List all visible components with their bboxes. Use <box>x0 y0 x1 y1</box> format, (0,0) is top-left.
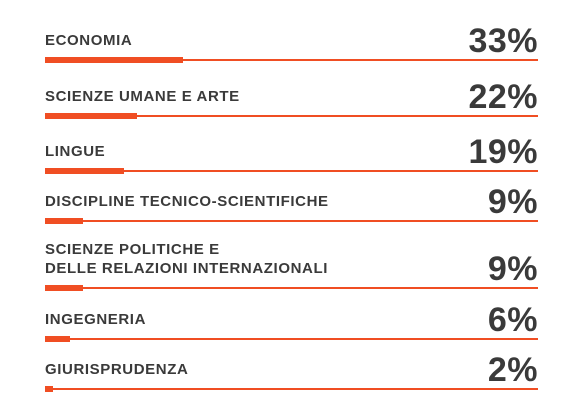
value-label: 19% <box>468 133 538 171</box>
value-label: 6% <box>487 301 538 339</box>
bar-track <box>45 287 538 289</box>
bar-row: LINGUE 19% <box>45 91 538 174</box>
bar-fill <box>45 168 124 174</box>
bar-fill <box>45 336 70 342</box>
bar-fill <box>45 386 53 392</box>
bar-row: DISCIPLINE TECNICO-SCIENTIFICHE 9% <box>45 141 538 224</box>
category-label: INGEGNERIA <box>45 311 147 328</box>
bar-row: INGEGNERIA 6% <box>45 259 538 342</box>
bar-fill <box>45 57 183 63</box>
bar-fill <box>45 285 83 291</box>
bar-fill <box>45 218 83 224</box>
bar-track <box>45 115 538 117</box>
bar-fill <box>45 113 137 119</box>
bar-track <box>45 388 538 390</box>
value-label: 9% <box>487 183 538 221</box>
bar-row: GIURISPRUDENZA 2% <box>45 309 538 392</box>
bar-row: SCIENZE UMANE E ARTE 22% <box>45 36 538 119</box>
bar-track <box>45 59 538 61</box>
bar-track <box>45 170 538 172</box>
category-label: DISCIPLINE TECNICO-SCIENTIFICHE <box>45 193 329 210</box>
value-label: 33% <box>468 22 538 60</box>
value-label: 2% <box>487 351 538 389</box>
category-label: SCIENZE POLITICHE E DELLE RELAZIONI INTE… <box>45 241 328 277</box>
bar-track <box>45 220 538 222</box>
category-label: ECONOMIA <box>45 32 133 49</box>
value-label: 22% <box>468 78 538 116</box>
value-label: 9% <box>487 250 538 288</box>
bar-track <box>45 338 538 340</box>
bar-row: ECONOMIA 33% <box>45 0 538 63</box>
category-label: GIURISPRUDENZA <box>45 361 189 378</box>
bar-row: SCIENZE POLITICHE E DELLE RELAZIONI INTE… <box>45 208 538 291</box>
category-label: SCIENZE UMANE E ARTE <box>45 88 240 105</box>
category-label: LINGUE <box>45 143 106 160</box>
